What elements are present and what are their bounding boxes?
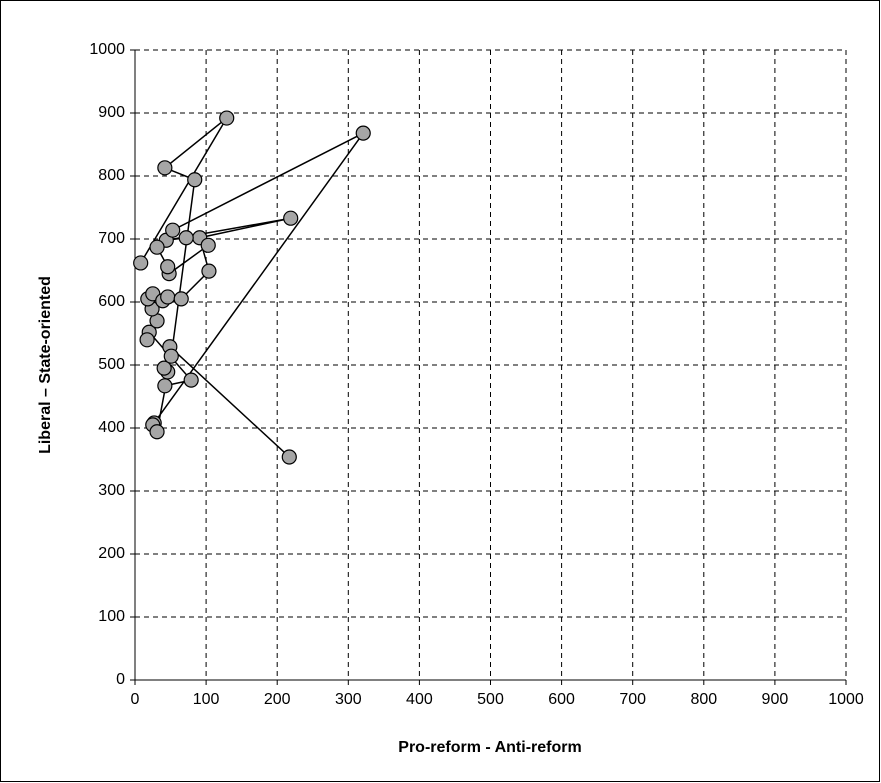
y-tick-label: 100: [98, 608, 125, 625]
point: [178, 230, 194, 246]
x-tick-label: 500: [477, 691, 504, 708]
y-axis-title: Liberal – State-oriented: [37, 276, 54, 454]
point: [157, 378, 173, 394]
y-tick-label: 400: [98, 419, 125, 436]
y-tick-label: 0: [116, 671, 125, 688]
point: [219, 110, 235, 126]
point: [173, 291, 189, 307]
point: [283, 210, 299, 226]
point: [156, 360, 172, 376]
point: [200, 237, 216, 253]
x-tick-label: 800: [690, 691, 717, 708]
point: [149, 239, 165, 255]
x-tick-label: 400: [406, 691, 433, 708]
point: [187, 172, 203, 188]
x-tick-label: 100: [193, 691, 220, 708]
point: [355, 125, 371, 141]
point: [160, 259, 176, 275]
y-tick-label: 900: [98, 104, 125, 121]
y-tick-label: 300: [98, 482, 125, 499]
x-tick-label: 600: [548, 691, 575, 708]
y-tick-label: 700: [98, 230, 125, 247]
point: [133, 255, 149, 271]
point: [160, 289, 176, 305]
point: [165, 222, 181, 238]
y-tick-label: 1000: [89, 41, 125, 58]
y-tick-label: 600: [98, 293, 125, 310]
x-tick-label: 700: [619, 691, 646, 708]
point: [149, 424, 165, 440]
x-tick-label: 200: [264, 691, 291, 708]
x-tick-label: 900: [762, 691, 789, 708]
y-tick-label: 800: [98, 167, 125, 184]
x-axis-title: Pro-reform - Anti-reform: [398, 739, 581, 756]
y-tick-label: 500: [98, 356, 125, 373]
point: [183, 372, 199, 388]
y-tick-label: 200: [98, 545, 125, 562]
x-tick-label: 1000: [828, 691, 864, 708]
point: [281, 449, 297, 465]
point: [157, 160, 173, 176]
x-tick-label: 0: [131, 691, 140, 708]
point: [139, 332, 155, 348]
point: [163, 348, 179, 364]
x-tick-label: 300: [335, 691, 362, 708]
point: [201, 263, 217, 279]
